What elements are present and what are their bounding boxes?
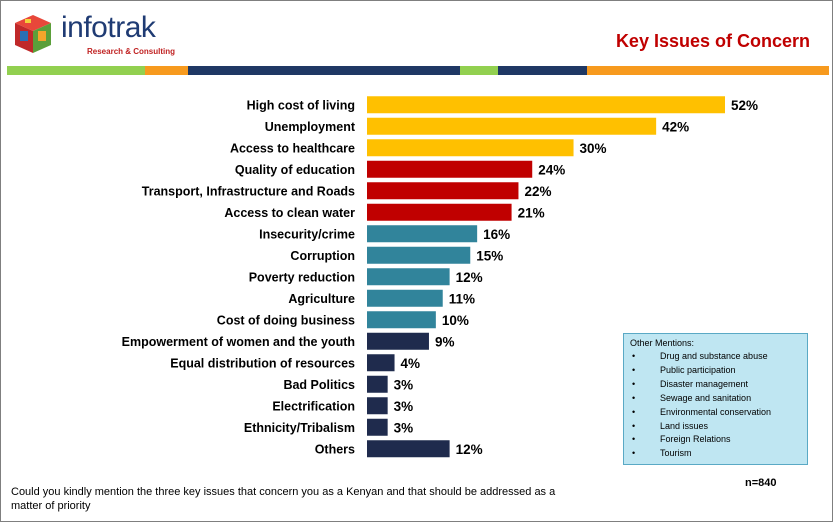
other-mention-item: Foreign Relations (630, 433, 801, 447)
value-label: 10% (442, 313, 469, 328)
bar (367, 397, 388, 415)
category-label: Quality of education (235, 163, 355, 177)
infotrak-logo: infotrak Research & Consulting (11, 9, 191, 61)
bar (367, 375, 388, 393)
bar (367, 246, 471, 264)
category-label: Ethnicity/Tribalism (244, 421, 355, 435)
stripe-segment-orange-2 (587, 66, 829, 75)
stripe-segment-orange-1 (145, 66, 188, 75)
bar (367, 268, 450, 286)
value-label: 24% (538, 162, 565, 177)
sample-size: n=840 (745, 477, 777, 489)
brand-name: infotrak (61, 11, 156, 44)
category-label: Cost of doing business (217, 313, 355, 327)
bar (367, 418, 388, 436)
category-label: Poverty reduction (249, 270, 355, 284)
value-label: 11% (449, 291, 475, 306)
value-label: 12% (456, 442, 483, 457)
category-label: Corruption (290, 249, 355, 263)
other-mention-item: Environmental conservation (630, 406, 801, 420)
value-label: 21% (518, 205, 545, 220)
bar (367, 289, 443, 307)
value-label: 4% (401, 356, 421, 371)
stripe-segment-green-1 (7, 66, 145, 75)
value-label: 3% (394, 420, 414, 435)
other-mentions-title: Other Mentions: (630, 338, 695, 348)
value-label: 15% (476, 248, 503, 263)
value-label: 3% (394, 377, 414, 392)
bar (367, 182, 519, 200)
bar (367, 203, 512, 221)
value-label: 3% (394, 399, 414, 414)
bar (367, 354, 395, 372)
value-label: 30% (580, 141, 607, 156)
value-label: 42% (662, 119, 689, 134)
other-mention-item: Sewage and sanitation (630, 392, 801, 406)
bar (367, 311, 436, 329)
logo-cube-icon (15, 15, 51, 53)
category-label: Empowerment of women and the youth (122, 335, 355, 349)
bar (367, 332, 429, 350)
other-mention-item: Tourism (630, 447, 801, 461)
bar (367, 160, 533, 178)
category-label: Agriculture (288, 292, 355, 306)
category-label: Equal distribution of resources (170, 356, 355, 370)
other-mention-item: Disaster management (630, 378, 801, 392)
stripe-segment-navy-2 (498, 66, 587, 75)
stripe-segment-green-2 (460, 66, 498, 75)
value-label: 9% (435, 334, 455, 349)
value-label: 22% (524, 184, 551, 199)
category-label: Others (315, 442, 355, 456)
value-label: 52% (731, 98, 758, 113)
survey-question: Could you kindly mention the three key i… (11, 486, 556, 512)
category-label: Access to clean water (224, 206, 355, 220)
category-label: Insecurity/crime (259, 227, 355, 241)
category-label: Access to healthcare (230, 141, 355, 155)
header-color-stripe (7, 66, 829, 75)
category-label: Electrification (272, 399, 355, 413)
category-label: Transport, Infrastructure and Roads (142, 184, 355, 198)
other-mention-item: Land issues (630, 420, 801, 434)
value-label: 12% (456, 270, 483, 285)
other-mention-item: Drug and substance abuse (630, 350, 801, 364)
bar (367, 139, 574, 157)
category-label: Bad Politics (283, 378, 355, 392)
category-label: Unemployment (265, 120, 356, 134)
category-label: High cost of living (247, 98, 355, 112)
other-mentions-list: Drug and substance abuse Public particip… (630, 350, 801, 461)
page-title: Key Issues of Concern (615, 31, 810, 51)
brand-tagline: Research & Consulting (87, 47, 176, 56)
value-label: 16% (483, 227, 510, 242)
bar (367, 440, 450, 458)
other-mentions-box: Other Mentions: Drug and substance abuse… (623, 333, 808, 465)
bar (367, 225, 478, 243)
other-mention-item: Public participation (630, 364, 801, 378)
stripe-segment-navy-1 (188, 66, 460, 75)
bar (367, 96, 725, 114)
bar (367, 117, 657, 135)
